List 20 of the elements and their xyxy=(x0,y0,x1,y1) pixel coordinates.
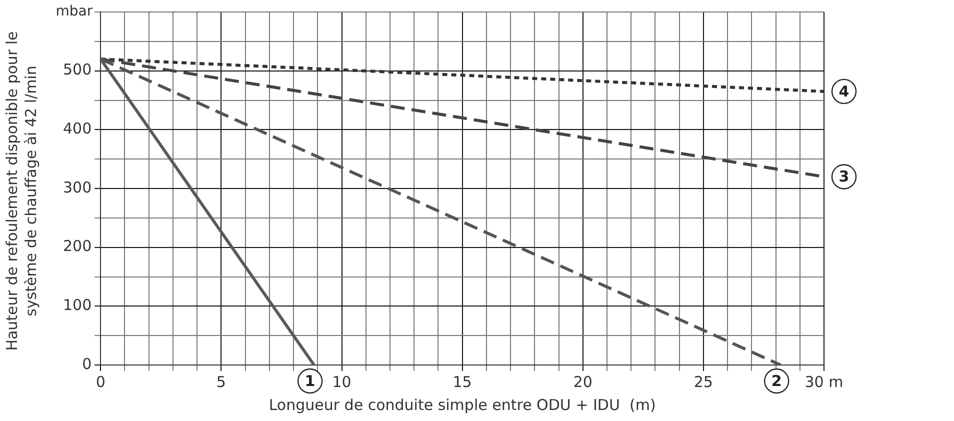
text: mbar xyxy=(56,4,93,20)
x-tick-label: 0 xyxy=(96,372,106,391)
y-tick-label: 0 xyxy=(82,354,92,373)
x-tick-label: 10 xyxy=(332,372,352,391)
y-tick-label: 500 xyxy=(62,60,92,79)
y-axis-title: Hauteur de refoulement disponible pour le système de chauffage ài 42 l/min xyxy=(3,30,41,353)
series-label: 2 xyxy=(771,372,782,390)
x-axis-title: Longueur de conduite simple entre ODU + IDU (m) xyxy=(268,396,656,414)
x-tick-label: 5 xyxy=(216,372,226,391)
x-tick-label: 20 xyxy=(573,372,592,391)
series-label: 3 xyxy=(838,168,850,186)
series-label: 4 xyxy=(838,82,850,100)
x-tick-label: 30 m xyxy=(804,372,844,391)
series-label: 1 xyxy=(304,372,316,390)
y-tick-label: 200 xyxy=(62,237,92,256)
x-tick-label: 25 xyxy=(694,372,713,391)
y-tick-label: 400 xyxy=(62,120,92,138)
y-tick-label: 100 xyxy=(62,296,92,314)
y-tick-label: 300 xyxy=(62,178,92,196)
x-tick-label: 15 xyxy=(452,372,472,391)
